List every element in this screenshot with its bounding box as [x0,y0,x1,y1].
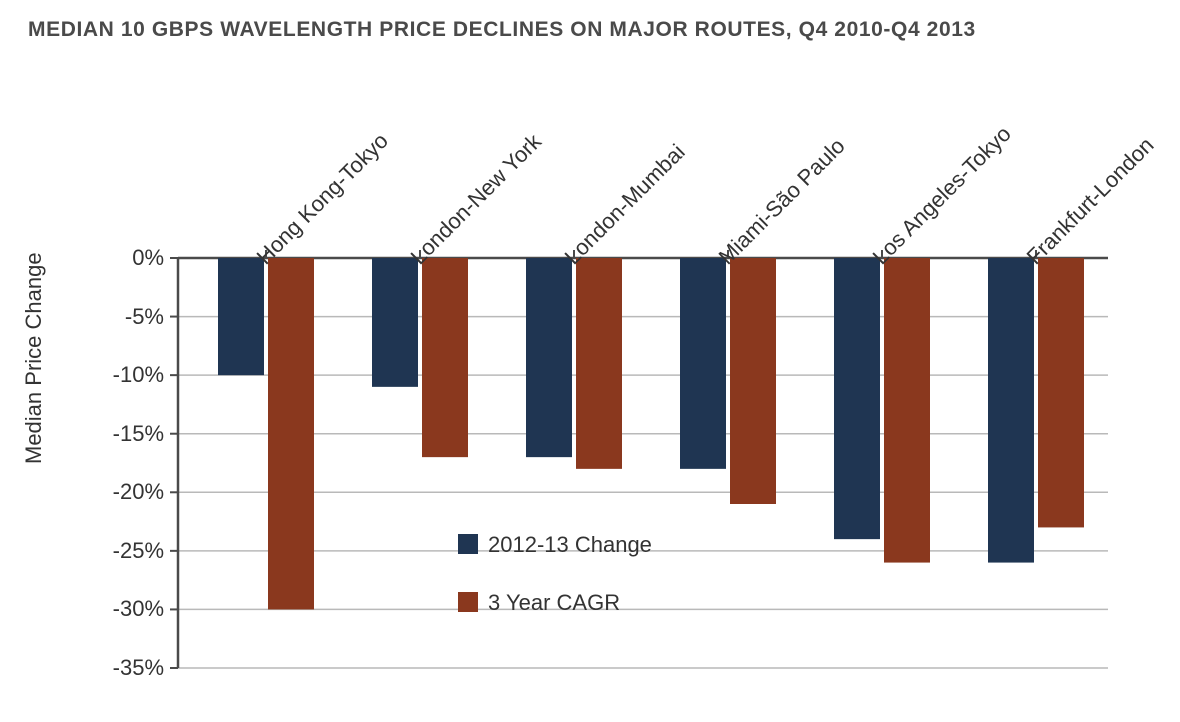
y-tick-label: -30% [28,596,164,622]
legend-item-0: 2012-13 Change [458,532,652,558]
legend-label-0: 2012-13 Change [488,532,652,557]
legend-swatch-0 [458,534,478,554]
legend: 2012-13 Change 3 Year CAGR [458,532,652,616]
y-tick-label: -15% [28,421,164,447]
y-tick-label: -5% [28,304,164,330]
chart-title: MEDIAN 10 GBPS WAVELENGTH PRICE DECLINES… [28,18,1152,42]
y-tick-label: -25% [28,538,164,564]
chart-area: Median Price Change 2012-13 Change 3 Yea… [28,48,1136,688]
y-tick-label: -35% [28,655,164,681]
y-tick-label: -10% [28,362,164,388]
y-tick-label: -20% [28,479,164,505]
legend-item-1: 3 Year CAGR [458,590,652,616]
legend-label-1: 3 Year CAGR [488,590,620,615]
y-tick-label: 0% [28,245,164,271]
legend-swatch-1 [458,592,478,612]
